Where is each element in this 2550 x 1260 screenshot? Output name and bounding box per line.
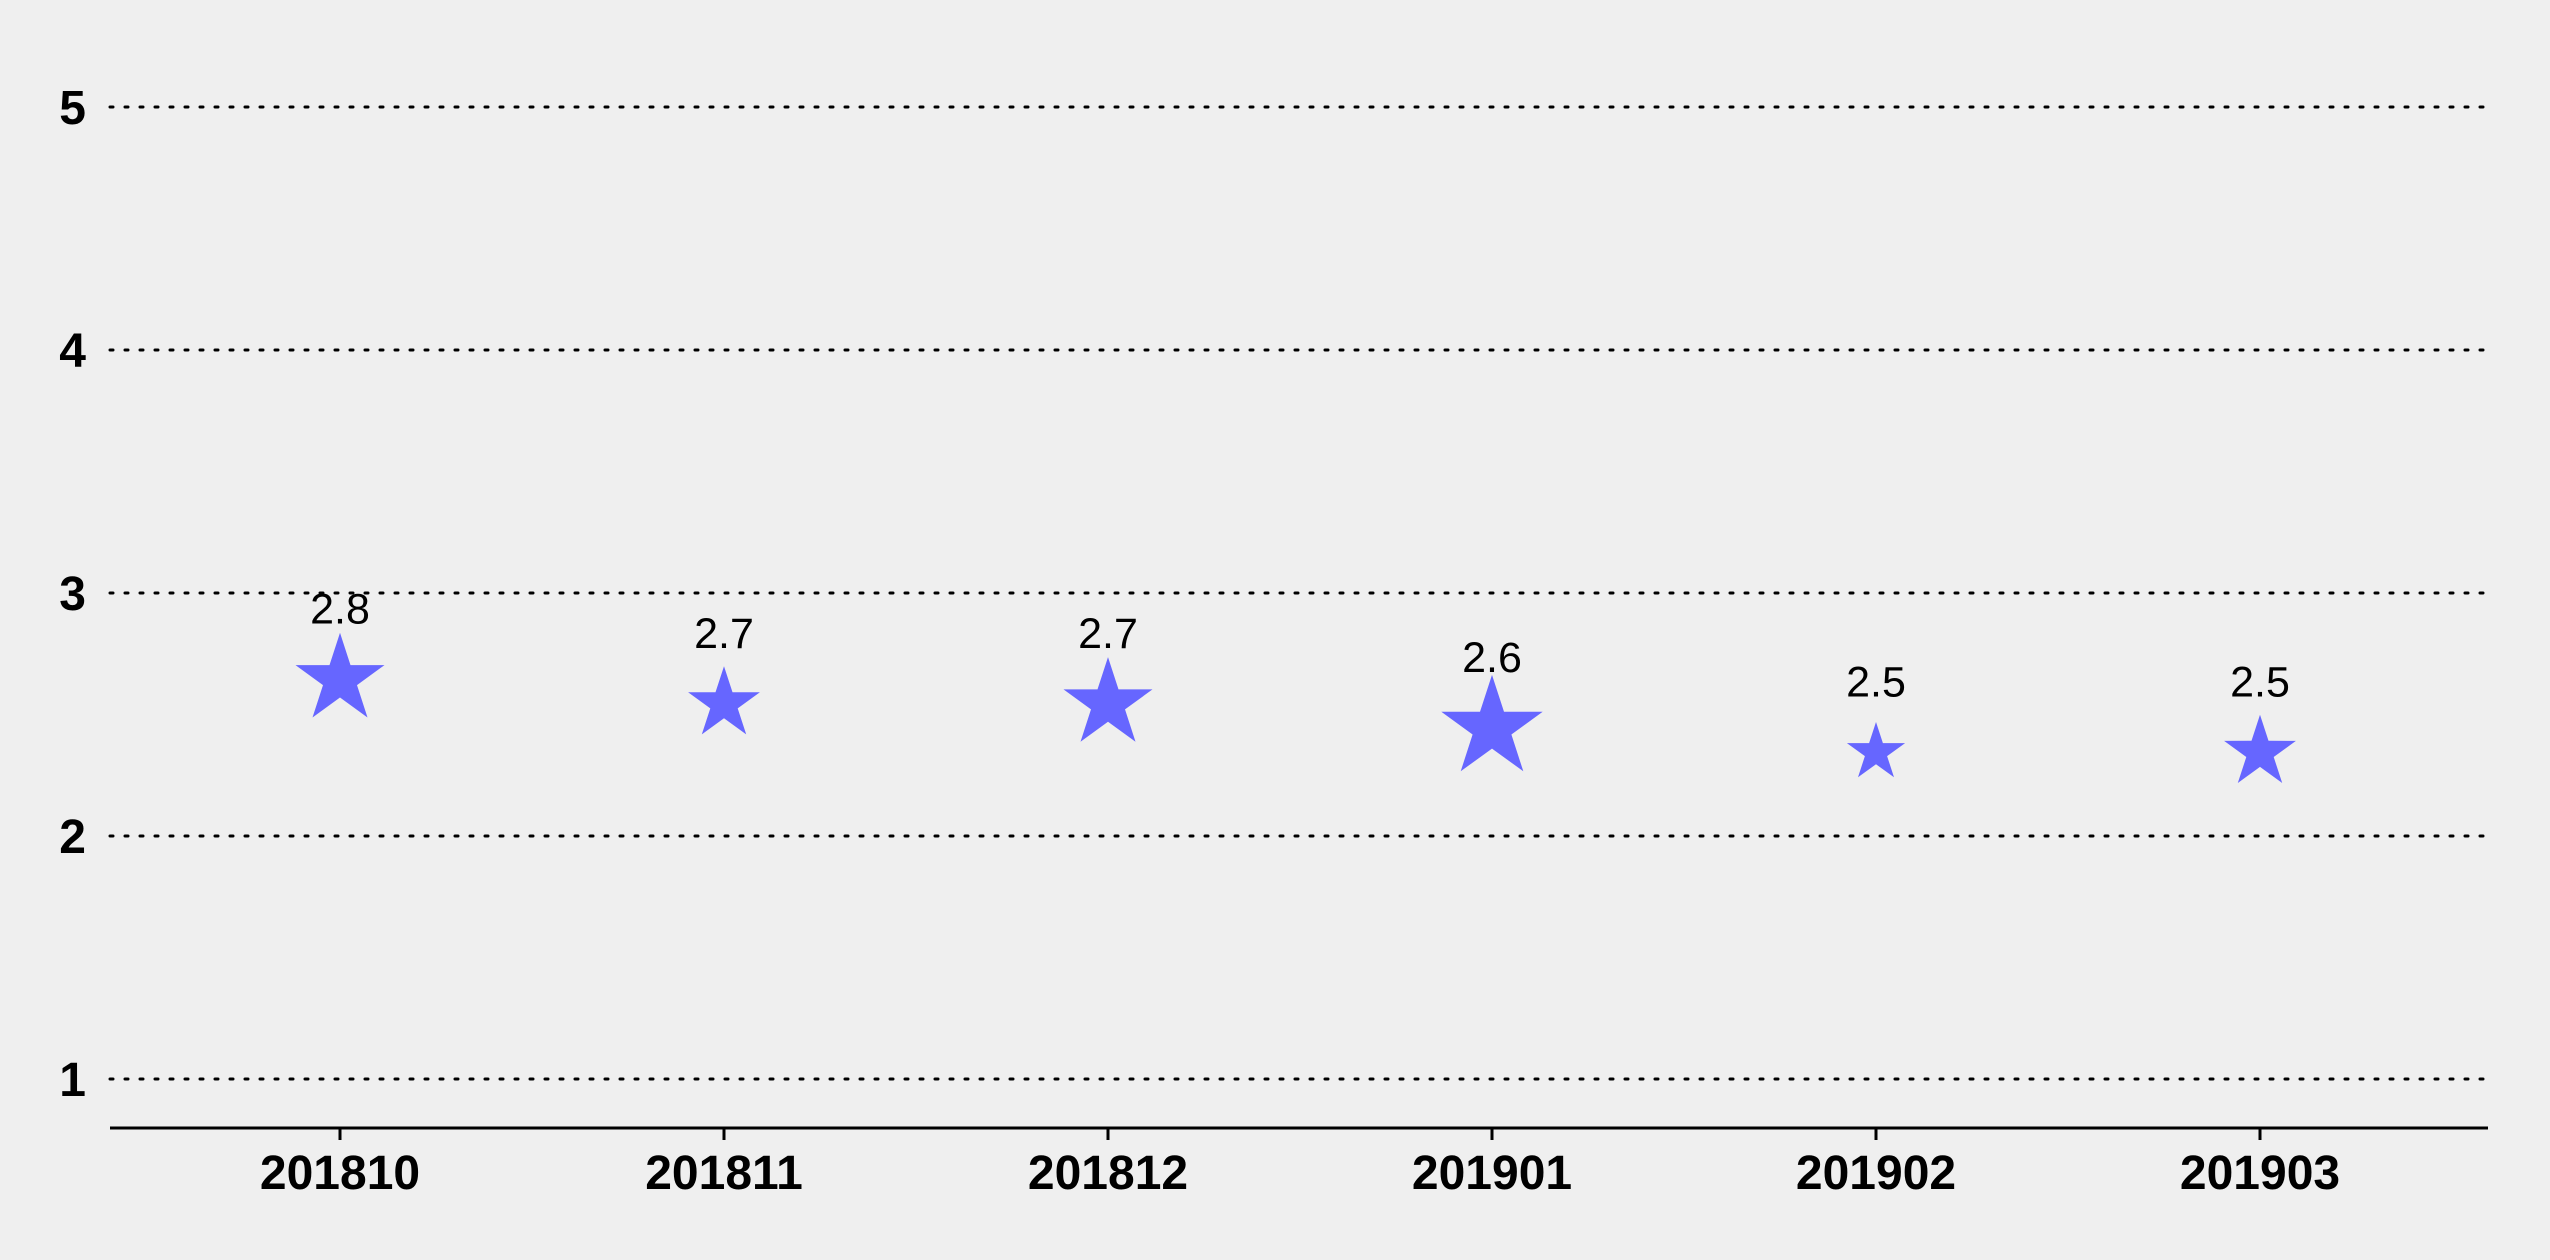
y-tick-label-5: 5 — [59, 82, 86, 135]
y-tick-label-4: 4 — [59, 325, 86, 378]
star-marker-201810 — [295, 632, 385, 718]
star-marker-201903 — [2224, 714, 2296, 783]
star-markers — [295, 632, 2296, 783]
y-tick-label-3: 3 — [59, 568, 86, 621]
x-axis — [110, 1126, 2488, 1140]
x-tick-label-201811: 201811 — [645, 1147, 803, 1200]
y-axis-tick-labels: 1 2 3 4 5 — [59, 82, 86, 1107]
star-marker-201811 — [688, 666, 760, 735]
star-marker-201901 — [1441, 674, 1543, 772]
x-tick-label-201903: 201903 — [2180, 1147, 2340, 1200]
data-label-201902: 2.5 — [1846, 659, 1906, 707]
data-label-201810: 2.8 — [310, 586, 370, 634]
x-tick-label-201810: 201810 — [260, 1147, 420, 1200]
grid-layer — [108, 105, 2490, 1081]
x-tick-label-201901: 201901 — [1412, 1147, 1572, 1200]
x-tick-label-201812: 201812 — [1028, 1147, 1188, 1200]
x-tick-label-201902: 201902 — [1796, 1147, 1956, 1200]
data-label-201811: 2.7 — [694, 610, 754, 658]
data-label-201901: 2.6 — [1462, 634, 1522, 682]
data-labels: 2.8 2.7 2.7 2.6 2.5 2.5 — [310, 586, 2290, 707]
star-marker-201902 — [1846, 722, 1906, 778]
x-axis-tick-labels: 201810 201811 201812 201901 201902 201903 — [260, 1147, 2340, 1200]
y-tick-label-2: 2 — [59, 811, 86, 864]
y-tick-label-1: 1 — [59, 1054, 86, 1107]
data-label-201812: 2.7 — [1078, 610, 1138, 658]
data-label-201903: 2.5 — [2230, 659, 2290, 707]
star-marker-201812 — [1063, 657, 1153, 742]
